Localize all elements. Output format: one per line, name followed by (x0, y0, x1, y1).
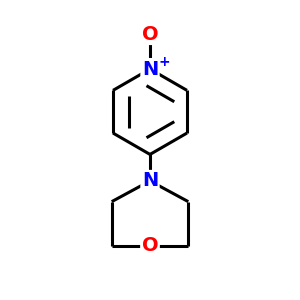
Text: N: N (142, 59, 158, 79)
Text: N: N (142, 171, 158, 190)
Text: O: O (142, 25, 158, 44)
Text: O: O (142, 236, 158, 255)
Text: +: + (159, 55, 170, 69)
